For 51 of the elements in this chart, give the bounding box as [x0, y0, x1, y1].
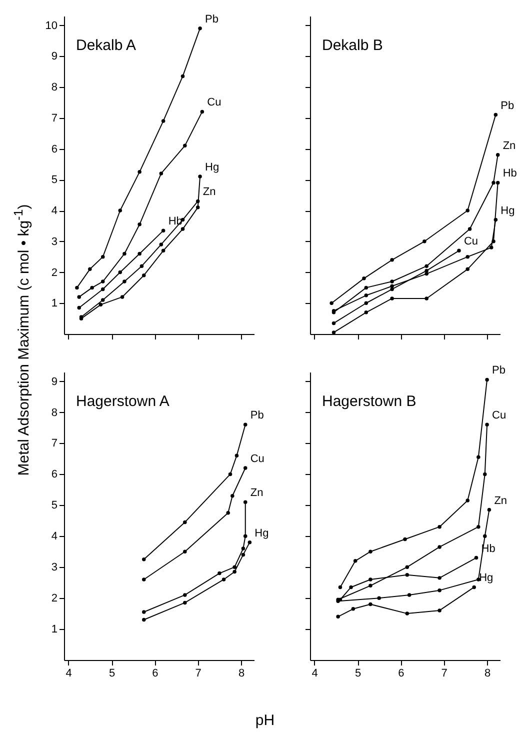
- y-tick-label: 4: [51, 530, 58, 543]
- text: Dekalb B: [322, 37, 383, 54]
- y-tick-label: 6: [51, 468, 58, 481]
- y-tick-label: 6: [51, 143, 58, 156]
- series-label: Pb: [205, 13, 218, 26]
- series-label: Hg: [205, 162, 220, 174]
- y-tick-label: 5: [51, 500, 58, 512]
- y-tick-label: 8: [51, 406, 58, 419]
- y-tick-label: 10: [45, 20, 58, 32]
- y-tick-label: 2: [51, 266, 58, 279]
- x-tick-label: 5: [354, 668, 362, 680]
- x-tick-label: 6: [152, 668, 158, 680]
- y-tick-label: 7: [51, 112, 58, 124]
- text: Hagerstown B: [322, 393, 416, 410]
- series-label: Cu: [464, 236, 478, 248]
- y-tick-label: 3: [51, 562, 58, 574]
- series-label: Pb: [492, 364, 506, 377]
- x-tick-label: 5: [108, 668, 116, 680]
- series-label: Hb: [502, 168, 517, 180]
- y-tick-label: 1: [51, 624, 58, 636]
- text: Hagerstown A: [76, 393, 170, 410]
- series-label: Zn: [202, 186, 216, 198]
- x-tick-label: 4: [312, 668, 318, 680]
- y-tick-label: 9: [51, 376, 58, 388]
- x-tick-label: 8: [484, 668, 491, 680]
- x-tick-label: 8: [238, 668, 245, 680]
- x-axis-title: pH: [254, 712, 276, 729]
- x-tick-label: 7: [195, 668, 202, 680]
- series-label: Zn: [250, 487, 264, 500]
- series-label: Hg: [254, 527, 269, 540]
- series-label: Zn: [502, 140, 516, 152]
- y-tick-label: 9: [51, 50, 58, 63]
- y-tick-label: 7: [51, 438, 58, 450]
- series-label: Zn: [494, 494, 508, 507]
- y-tick-label: 1: [51, 298, 58, 310]
- x-tick-label: 7: [441, 668, 448, 680]
- y-tick-label: 4: [51, 205, 58, 218]
- y-tick-label: 3: [51, 236, 58, 248]
- x-tick-label: 6: [398, 668, 404, 680]
- series-label: Cu: [207, 96, 222, 109]
- series-label: Pb: [500, 100, 514, 112]
- y-tick-label: 5: [51, 174, 58, 186]
- series-label: Hg: [500, 204, 515, 217]
- text: Dekalb A: [76, 37, 136, 54]
- y-tick-label: 2: [51, 592, 58, 605]
- series-label: Cu: [492, 410, 506, 422]
- series-label: Hg: [479, 572, 494, 584]
- x-tick-label: 4: [66, 668, 72, 680]
- series-label: Pb: [250, 410, 264, 422]
- y-tick-label: 8: [51, 82, 58, 94]
- series-label: Cu: [250, 453, 264, 465]
